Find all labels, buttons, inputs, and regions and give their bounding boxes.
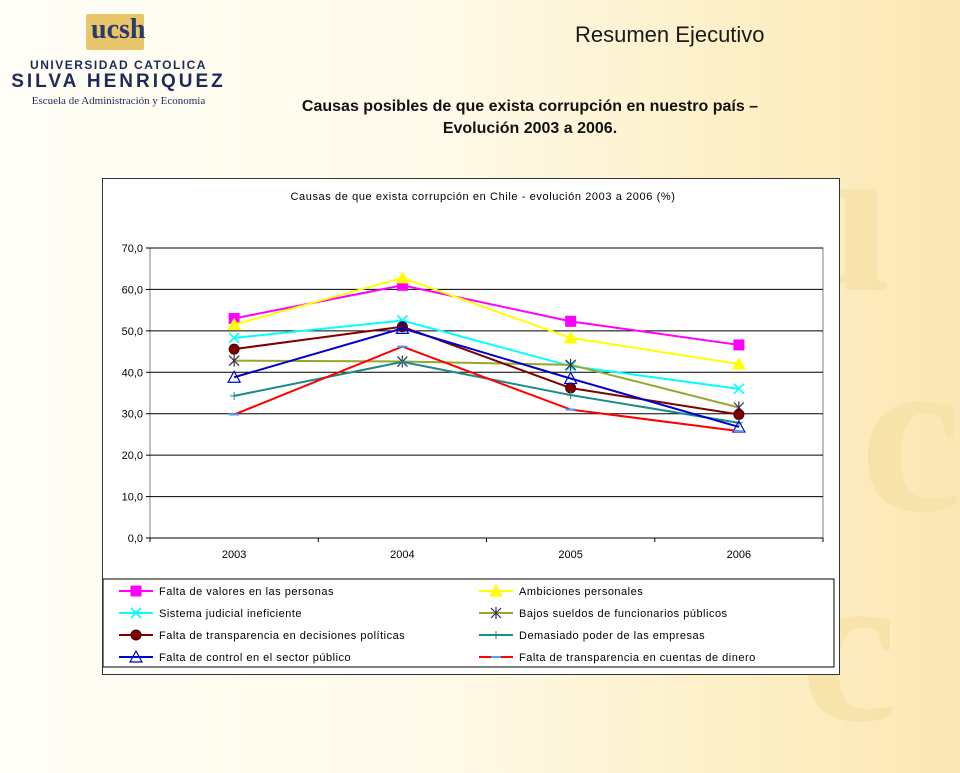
legend-entry: Falta de transparencia en decisiones pol… [119, 629, 405, 642]
data-point [227, 317, 241, 331]
series-7 [227, 321, 746, 433]
data-point [228, 354, 240, 367]
data-point [733, 339, 745, 351]
legend-marker [130, 629, 142, 641]
legend-marker [489, 583, 503, 597]
legend-entry: Falta de control en el sector público [119, 649, 351, 664]
university-logo: ucsh UNIVERSIDAD CATOLICA SILVA HENRIQUE… [6, 8, 231, 107]
slide-subtitle: Causas posibles de que exista corrupción… [270, 96, 790, 140]
logo-silva: SILVA HENRIQUEZ [11, 71, 226, 92]
data-point [563, 371, 578, 385]
legend-entry: Bajos sueldos de funcionarios públicos [479, 607, 728, 620]
line-chart: Causas de que exista corrupción en Chile… [103, 191, 835, 668]
series-line [234, 319, 740, 390]
data-point [228, 332, 240, 344]
series-5 [228, 321, 745, 421]
x-tick-label: 2005 [558, 549, 582, 561]
x-tick-label: 2006 [727, 549, 751, 561]
page-title: Resumen Ejecutivo [575, 22, 765, 47]
logo-universidad: UNIVERSIDAD CATOLICA [30, 58, 207, 72]
legend-marker [130, 585, 142, 597]
x-tick-label: 2004 [390, 549, 414, 561]
data-point [733, 383, 745, 395]
legend-entry: Sistema judicial ineficiente [119, 607, 302, 620]
legend-entry: Falta de valores en las personas [119, 585, 334, 598]
data-point [566, 391, 575, 400]
legend-marker [492, 631, 500, 639]
legend-entry: Demasiado poder de las empresas [479, 630, 705, 642]
data-point [733, 409, 745, 421]
y-tick-label: 0,0 [128, 533, 143, 545]
series-line [233, 327, 740, 428]
legend-label: Falta de control en el sector público [159, 652, 351, 664]
legend-box [103, 578, 835, 668]
series-line [233, 345, 740, 433]
y-tick-label: 40,0 [122, 367, 143, 379]
y-tick-label: 20,0 [122, 450, 143, 462]
y-tick-label: 60,0 [122, 284, 143, 296]
data-point [398, 357, 407, 366]
chart-container: Causas de que exista corrupción en Chile… [102, 178, 840, 675]
chart-title: Causas de que exista corrupción en Chile… [290, 191, 675, 203]
legend-label: Demasiado poder de las empresas [519, 630, 705, 642]
y-tick-label: 30,0 [122, 409, 143, 421]
logo-escuela: Escuela de Administración y Economía [31, 95, 206, 107]
data-point [395, 321, 410, 334]
y-tick-label: 70,0 [122, 243, 143, 255]
y-tick-label: 10,0 [122, 492, 143, 504]
series-line [233, 325, 740, 416]
legend-entry: Falta de transparencia en cuentas de din… [479, 652, 756, 664]
x-tick-label: 2003 [222, 549, 246, 561]
data-point [228, 343, 240, 355]
legend-marker [490, 607, 502, 619]
data-point [565, 358, 577, 371]
data-point [395, 270, 410, 284]
plot-area [149, 247, 824, 539]
legend-label: Falta de transparencia en cuentas de din… [519, 652, 756, 664]
subtitle-line-1: Causas posibles de que exista corrupción… [301, 98, 759, 115]
legend-marker [130, 607, 142, 619]
data-point [565, 315, 577, 327]
data-point [227, 370, 242, 383]
legend-label: Falta de transparencia en decisiones pol… [159, 630, 405, 642]
legend-label: Ambiciones personales [519, 586, 643, 598]
legend-label: Sistema judicial ineficiente [159, 608, 302, 620]
series-8 [229, 345, 744, 433]
background-watermark-c: c [860, 305, 960, 560]
legend-marker [128, 649, 144, 663]
logo-ucsh: ucsh [91, 14, 146, 45]
legend-entry: Ambiciones personales [479, 583, 643, 598]
series-line [234, 359, 740, 409]
data-point [563, 330, 578, 344]
y-tick-label: 50,0 [122, 326, 143, 338]
series-4 [228, 354, 745, 414]
legend-label: Falta de valores en las personas [159, 586, 334, 598]
legend-label: Bajos sueldos de funcionarios públicos [519, 608, 728, 620]
series-2 [227, 270, 746, 370]
data-point [230, 391, 239, 400]
data-point [732, 356, 746, 370]
logo-mark [86, 14, 144, 50]
series-line [233, 276, 740, 365]
subtitle-line-2: Evolución 2003 a 2006. [442, 120, 618, 137]
